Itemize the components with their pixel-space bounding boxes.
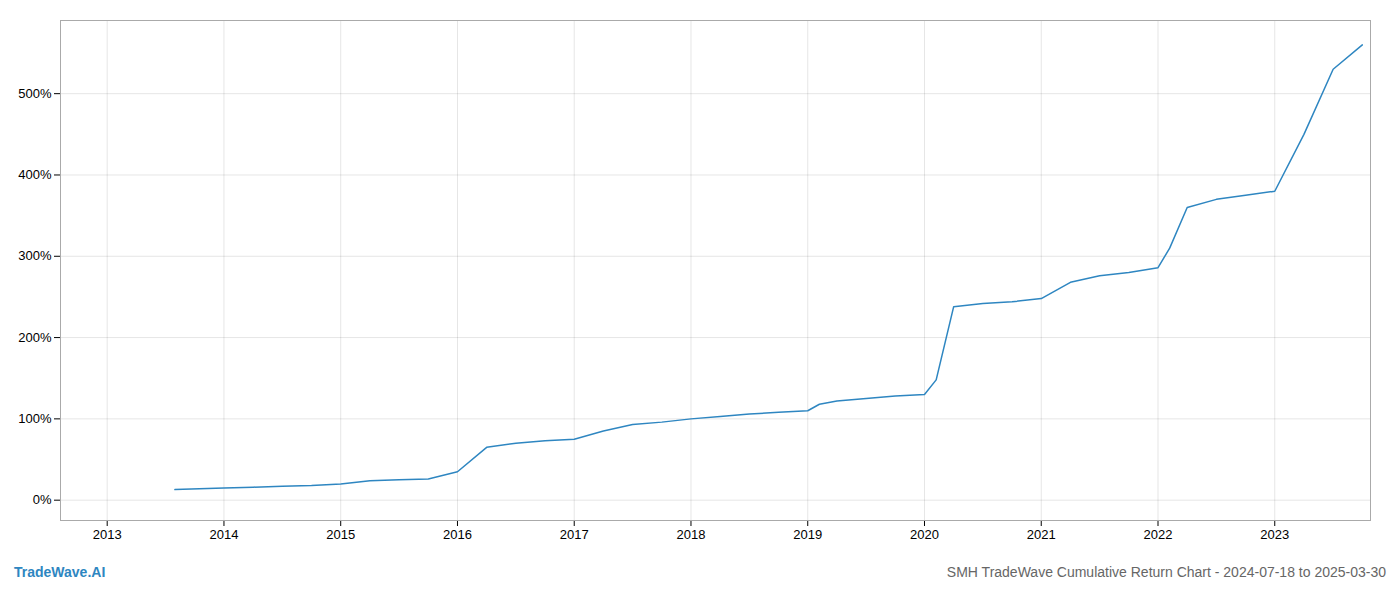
svg-text:200%: 200% [18,330,52,345]
svg-text:300%: 300% [18,248,52,263]
svg-text:2021: 2021 [1027,527,1056,542]
svg-text:100%: 100% [18,411,52,426]
svg-text:2016: 2016 [443,527,472,542]
html-text:TradeWave.AI: TradeWave.AI [14,564,106,580]
html-text:SMH TradeWave Cumulative Retur: SMH TradeWave Cumulative Return Chart - … [946,564,1386,580]
svg-text:2015: 2015 [326,527,355,542]
svg-text:2022: 2022 [1144,527,1173,542]
svg-text:0%: 0% [33,492,52,507]
svg-text:2013: 2013 [93,527,122,542]
svg-text:2014: 2014 [209,527,238,542]
svg-text:2023: 2023 [1260,527,1289,542]
svg-text:2018: 2018 [677,527,706,542]
svg-text:2017: 2017 [560,527,589,542]
svg-text:400%: 400% [18,167,52,182]
svg-text:2020: 2020 [910,527,939,542]
svg-text:2019: 2019 [793,527,822,542]
svg-text:500%: 500% [18,86,52,101]
